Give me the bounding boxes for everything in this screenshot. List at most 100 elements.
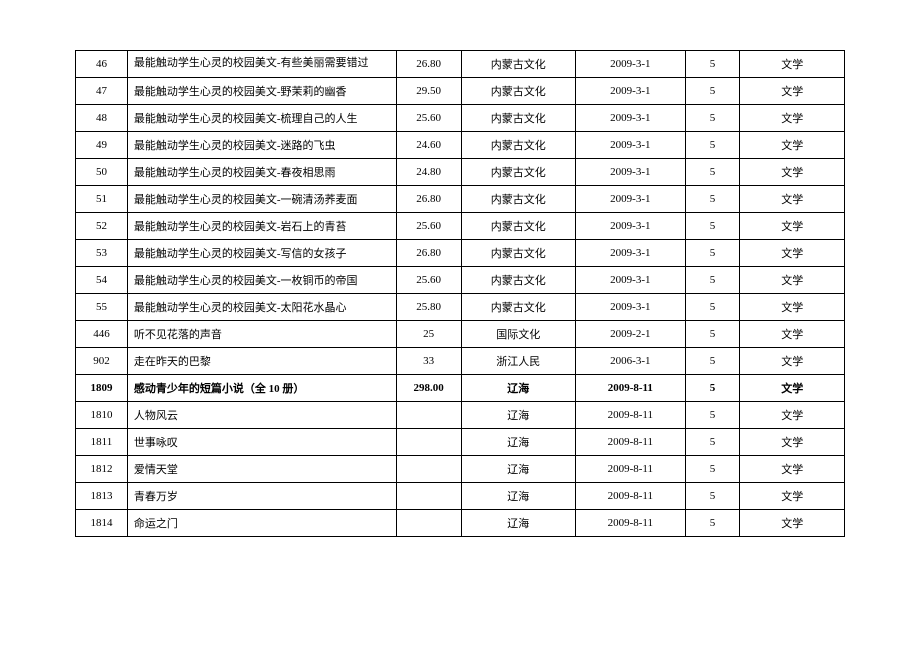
cell-category: 文学 <box>740 402 845 429</box>
cell-publisher: 内蒙古文化 <box>461 105 576 132</box>
cell-id: 446 <box>76 321 128 348</box>
table-row: 50最能触动学生心灵的校园美文-春夜相思雨24.80内蒙古文化2009-3-15… <box>76 159 845 186</box>
table-row: 46最能触动学生心灵的校园美文-有些美丽需要错过26.80内蒙古文化2009-3… <box>76 51 845 78</box>
table-row: 902走在昨天的巴黎33浙江人民2006-3-15文学 <box>76 348 845 375</box>
cell-publisher: 内蒙古文化 <box>461 132 576 159</box>
cell-qty: 5 <box>685 267 740 294</box>
cell-title: 听不见花落的声音 <box>127 321 396 348</box>
cell-qty: 5 <box>685 105 740 132</box>
cell-date: 2009-3-1 <box>576 240 686 267</box>
cell-publisher: 内蒙古文化 <box>461 78 576 105</box>
cell-id: 53 <box>76 240 128 267</box>
cell-price <box>396 456 461 483</box>
cell-date: 2009-8-11 <box>576 510 686 537</box>
cell-title: 最能触动学生心灵的校园美文-野茉莉的幽香 <box>127 78 396 105</box>
cell-id: 52 <box>76 213 128 240</box>
cell-category: 文学 <box>740 213 845 240</box>
cell-price: 26.80 <box>396 240 461 267</box>
cell-id: 47 <box>76 78 128 105</box>
cell-price <box>396 510 461 537</box>
table-row: 54最能触动学生心灵的校园美文-一枚铜币的帝国25.60内蒙古文化2009-3-… <box>76 267 845 294</box>
cell-publisher: 内蒙古文化 <box>461 159 576 186</box>
cell-publisher: 内蒙古文化 <box>461 213 576 240</box>
cell-qty: 5 <box>685 294 740 321</box>
cell-date: 2009-3-1 <box>576 186 686 213</box>
cell-title: 爱情天堂 <box>127 456 396 483</box>
cell-title: 最能触动学生心灵的校园美文-梳理自己的人生 <box>127 105 396 132</box>
cell-title: 最能触动学生心灵的校园美文-一碗清汤荞麦面 <box>127 186 396 213</box>
cell-price: 26.80 <box>396 186 461 213</box>
cell-date: 2009-3-1 <box>576 213 686 240</box>
cell-id: 49 <box>76 132 128 159</box>
cell-qty: 5 <box>685 483 740 510</box>
cell-price <box>396 483 461 510</box>
cell-publisher: 辽海 <box>461 429 576 456</box>
cell-category: 文学 <box>740 456 845 483</box>
cell-publisher: 辽海 <box>461 375 576 402</box>
cell-price: 26.80 <box>396 51 461 78</box>
cell-category: 文学 <box>740 78 845 105</box>
cell-publisher: 内蒙古文化 <box>461 51 576 78</box>
cell-qty: 5 <box>685 240 740 267</box>
cell-title: 最能触动学生心灵的校园美文-写信的女孩子 <box>127 240 396 267</box>
cell-id: 48 <box>76 105 128 132</box>
cell-title: 最能触动学生心灵的校园美文-迷路的飞虫 <box>127 132 396 159</box>
cell-id: 51 <box>76 186 128 213</box>
cell-id: 1809 <box>76 375 128 402</box>
cell-qty: 5 <box>685 213 740 240</box>
cell-date: 2009-3-1 <box>576 51 686 78</box>
table-row: 1811世事咏叹辽海2009-8-115文学 <box>76 429 845 456</box>
cell-publisher: 国际文化 <box>461 321 576 348</box>
cell-category: 文学 <box>740 321 845 348</box>
cell-qty: 5 <box>685 186 740 213</box>
cell-date: 2009-8-11 <box>576 456 686 483</box>
table-row: 55最能触动学生心灵的校园美文-太阳花水晶心25.80内蒙古文化2009-3-1… <box>76 294 845 321</box>
cell-category: 文学 <box>740 267 845 294</box>
cell-title: 走在昨天的巴黎 <box>127 348 396 375</box>
cell-qty: 5 <box>685 429 740 456</box>
cell-title: 最能触动学生心灵的校园美文-春夜相思雨 <box>127 159 396 186</box>
table-row: 52最能触动学生心灵的校园美文-岩石上的青苔25.60内蒙古文化2009-3-1… <box>76 213 845 240</box>
cell-price: 25.60 <box>396 267 461 294</box>
cell-qty: 5 <box>685 78 740 105</box>
cell-title: 人物风云 <box>127 402 396 429</box>
cell-category: 文学 <box>740 375 845 402</box>
cell-price: 25.60 <box>396 213 461 240</box>
cell-publisher: 内蒙古文化 <box>461 294 576 321</box>
table-row: 47最能触动学生心灵的校园美文-野茉莉的幽香29.50内蒙古文化2009-3-1… <box>76 78 845 105</box>
cell-title: 青春万岁 <box>127 483 396 510</box>
table-row: 1812爱情天堂辽海2009-8-115文学 <box>76 456 845 483</box>
cell-category: 文学 <box>740 105 845 132</box>
table-row: 1813青春万岁辽海2009-8-115文学 <box>76 483 845 510</box>
cell-id: 1811 <box>76 429 128 456</box>
cell-publisher: 浙江人民 <box>461 348 576 375</box>
cell-publisher: 辽海 <box>461 402 576 429</box>
cell-price: 33 <box>396 348 461 375</box>
cell-category: 文学 <box>740 186 845 213</box>
cell-title: 最能触动学生心灵的校园美文-太阳花水晶心 <box>127 294 396 321</box>
cell-title: 最能触动学生心灵的校园美文-一枚铜币的帝国 <box>127 267 396 294</box>
cell-id: 902 <box>76 348 128 375</box>
table-row: 1809感动青少年的短篇小说（全 10 册）298.00辽海2009-8-115… <box>76 375 845 402</box>
cell-price: 298.00 <box>396 375 461 402</box>
cell-title: 感动青少年的短篇小说（全 10 册） <box>127 375 396 402</box>
cell-title: 最能触动学生心灵的校园美文-有些美丽需要错过 <box>127 51 396 78</box>
table-row: 53最能触动学生心灵的校园美文-写信的女孩子26.80内蒙古文化2009-3-1… <box>76 240 845 267</box>
cell-category: 文学 <box>740 510 845 537</box>
cell-qty: 5 <box>685 375 740 402</box>
cell-date: 2009-8-11 <box>576 402 686 429</box>
cell-qty: 5 <box>685 132 740 159</box>
cell-title: 世事咏叹 <box>127 429 396 456</box>
cell-publisher: 辽海 <box>461 456 576 483</box>
cell-qty: 5 <box>685 159 740 186</box>
cell-publisher: 内蒙古文化 <box>461 240 576 267</box>
cell-category: 文学 <box>740 240 845 267</box>
cell-category: 文学 <box>740 429 845 456</box>
cell-publisher: 辽海 <box>461 483 576 510</box>
cell-category: 文学 <box>740 51 845 78</box>
book-table: 46最能触动学生心灵的校园美文-有些美丽需要错过26.80内蒙古文化2009-3… <box>75 50 845 537</box>
cell-category: 文学 <box>740 348 845 375</box>
cell-category: 文学 <box>740 294 845 321</box>
table-row: 1810人物风云辽海2009-8-115文学 <box>76 402 845 429</box>
cell-price <box>396 429 461 456</box>
